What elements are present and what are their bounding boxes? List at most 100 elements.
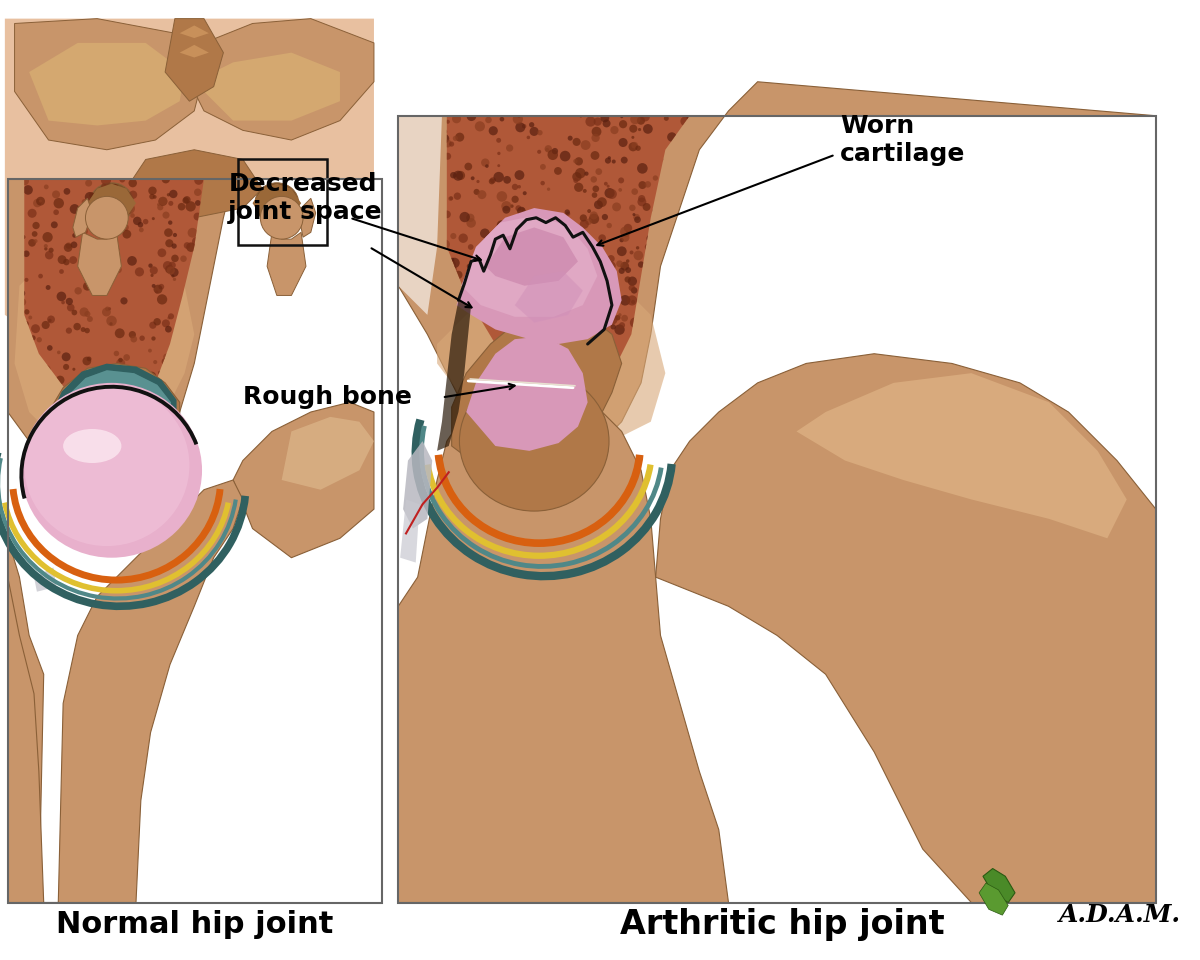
Circle shape — [601, 357, 611, 368]
Circle shape — [587, 209, 592, 213]
Circle shape — [172, 254, 179, 262]
Circle shape — [576, 342, 581, 347]
Circle shape — [28, 384, 38, 395]
Circle shape — [647, 234, 655, 243]
Circle shape — [18, 290, 25, 297]
Polygon shape — [400, 499, 420, 563]
Circle shape — [44, 184, 49, 189]
Circle shape — [56, 350, 61, 354]
Ellipse shape — [64, 429, 121, 463]
Circle shape — [683, 373, 692, 383]
Circle shape — [452, 114, 461, 123]
Circle shape — [598, 371, 606, 380]
Circle shape — [588, 280, 594, 287]
Circle shape — [602, 382, 611, 391]
Circle shape — [43, 365, 50, 373]
Circle shape — [131, 213, 134, 218]
Circle shape — [545, 145, 552, 153]
Circle shape — [167, 317, 170, 320]
Circle shape — [556, 304, 562, 311]
Circle shape — [184, 345, 187, 348]
Circle shape — [448, 265, 457, 274]
Circle shape — [450, 233, 456, 239]
Circle shape — [97, 249, 101, 252]
Circle shape — [512, 183, 518, 190]
Polygon shape — [979, 883, 1008, 915]
Circle shape — [577, 234, 583, 239]
Circle shape — [61, 352, 71, 361]
Circle shape — [605, 284, 612, 292]
Circle shape — [516, 372, 526, 381]
Circle shape — [34, 239, 37, 243]
Circle shape — [672, 216, 680, 225]
Circle shape — [582, 325, 592, 336]
Circle shape — [78, 408, 82, 412]
Circle shape — [450, 271, 456, 277]
Circle shape — [674, 386, 683, 395]
Circle shape — [167, 193, 170, 197]
Circle shape — [158, 371, 162, 374]
Circle shape — [158, 197, 167, 206]
Circle shape — [572, 292, 576, 296]
Circle shape — [17, 335, 26, 345]
Circle shape — [456, 171, 466, 180]
Circle shape — [617, 260, 623, 267]
Circle shape — [173, 329, 181, 337]
Circle shape — [479, 378, 488, 389]
Circle shape — [629, 285, 635, 291]
Circle shape — [572, 350, 580, 358]
Circle shape — [437, 266, 442, 271]
Circle shape — [502, 201, 511, 211]
Circle shape — [575, 168, 586, 179]
Circle shape — [637, 116, 646, 125]
Circle shape — [490, 377, 494, 382]
Circle shape — [42, 232, 53, 242]
Polygon shape — [467, 336, 588, 451]
Circle shape — [628, 276, 637, 286]
Circle shape — [541, 284, 547, 291]
Circle shape — [648, 298, 656, 305]
Polygon shape — [398, 704, 427, 902]
Circle shape — [167, 351, 172, 356]
Circle shape — [589, 295, 598, 303]
Circle shape — [618, 313, 622, 317]
Circle shape — [630, 318, 641, 328]
Circle shape — [184, 242, 191, 249]
Circle shape — [529, 321, 536, 328]
Circle shape — [590, 151, 600, 160]
Circle shape — [70, 204, 79, 214]
Circle shape — [546, 223, 556, 231]
Circle shape — [192, 237, 202, 247]
Circle shape — [176, 339, 182, 345]
Circle shape — [527, 135, 530, 139]
Circle shape — [510, 330, 517, 337]
Circle shape — [634, 214, 640, 221]
Circle shape — [593, 288, 602, 298]
Circle shape — [541, 332, 547, 340]
Bar — [398, 116, 1156, 902]
Circle shape — [600, 322, 607, 329]
Polygon shape — [797, 373, 1127, 539]
Circle shape — [520, 318, 530, 328]
Circle shape — [157, 295, 167, 304]
Circle shape — [530, 335, 538, 341]
Circle shape — [61, 300, 65, 304]
Circle shape — [474, 189, 480, 195]
Circle shape — [552, 148, 558, 155]
Circle shape — [575, 302, 578, 306]
Circle shape — [584, 340, 592, 347]
Circle shape — [452, 332, 460, 339]
Circle shape — [170, 372, 175, 378]
Circle shape — [194, 188, 202, 196]
Polygon shape — [7, 480, 242, 902]
Circle shape — [620, 156, 628, 163]
Circle shape — [115, 248, 119, 252]
Circle shape — [653, 378, 656, 381]
Circle shape — [661, 241, 668, 249]
Circle shape — [544, 347, 551, 354]
Circle shape — [636, 328, 646, 338]
Circle shape — [568, 135, 572, 141]
Circle shape — [445, 345, 455, 354]
Circle shape — [677, 174, 682, 178]
Circle shape — [71, 381, 79, 390]
